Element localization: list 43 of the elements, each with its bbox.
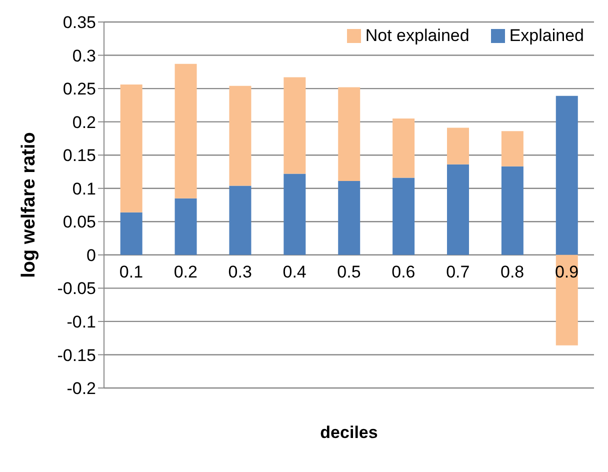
bar	[392, 178, 415, 255]
bar	[120, 84, 142, 212]
y-tick-label: -0.05	[57, 279, 96, 298]
bar	[284, 174, 306, 255]
x-tick-label: 0.4	[282, 262, 306, 282]
x-tick-label: 0.5	[337, 262, 361, 282]
bar	[229, 86, 252, 186]
y-tick-label: 0.35	[62, 13, 96, 32]
bar	[284, 77, 306, 174]
x-tick-label: 0.9	[554, 262, 579, 282]
x-tick-label: 0.7	[446, 262, 470, 282]
legend-label: Not explained	[365, 26, 470, 46]
y-tick-label: 0.1	[72, 179, 96, 198]
y-tick-label: 0.15	[62, 146, 96, 166]
x-tick-label: 0.3	[228, 262, 252, 282]
x-axis-title: deciles	[320, 423, 378, 442]
bar	[174, 64, 197, 198]
bar	[392, 118, 415, 178]
y-tick-label: 0.2	[72, 112, 96, 132]
y-tick-label: -0.2	[66, 379, 96, 398]
bar	[556, 96, 578, 255]
bar	[556, 254, 578, 346]
legend-label: Explained	[509, 26, 584, 46]
bar	[338, 87, 360, 182]
y-tick-label: 0.05	[62, 212, 96, 232]
y-tick-label: 0.25	[62, 80, 96, 99]
bar	[338, 181, 360, 255]
y-tick-label: -0.1	[66, 312, 96, 332]
y-tick-label: 0.3	[72, 46, 96, 66]
x-tick-label: 0.1	[119, 262, 144, 282]
x-tick-label: 0.8	[500, 262, 524, 282]
y-tick-label: -0.15	[57, 346, 96, 365]
y-axis-title: log welfare ratio	[18, 132, 40, 278]
bar	[501, 131, 524, 166]
bar	[229, 186, 252, 255]
bar	[174, 198, 197, 255]
bar	[447, 128, 469, 164]
bar	[501, 166, 524, 255]
x-tick-label: 0.2	[174, 262, 198, 282]
bar	[120, 212, 142, 255]
x-tick-label: 0.6	[392, 262, 416, 282]
y-tick-label: 0	[86, 246, 96, 265]
bar	[447, 164, 469, 255]
